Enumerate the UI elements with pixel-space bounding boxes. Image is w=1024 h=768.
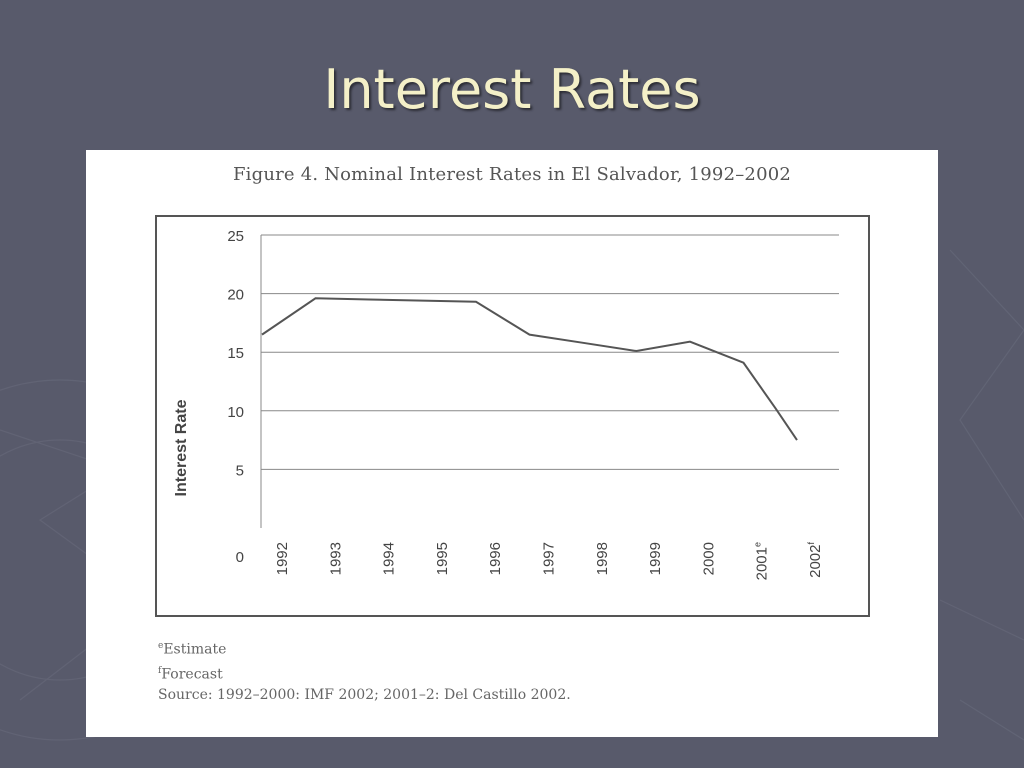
x-tick-label: 1997 xyxy=(541,542,558,575)
x-tick-label: 1994 xyxy=(381,542,398,575)
note-forecast: fForecast xyxy=(158,661,571,686)
x-tick-label: 2001e xyxy=(753,542,771,580)
note-forecast-mark: f xyxy=(158,665,162,676)
y-tick-label: 15 xyxy=(227,345,244,362)
x-tick-label: 1995 xyxy=(434,542,451,575)
slide-title: Interest Rates xyxy=(323,58,701,121)
y-tick-label: 10 xyxy=(227,404,244,421)
y-axis-label: Interest Rate xyxy=(173,399,190,496)
note-estimate-mark: e xyxy=(158,641,164,651)
y-tick-label: 25 xyxy=(227,228,244,245)
note-forecast-text: Forecast xyxy=(161,666,223,683)
x-tick-label: 1996 xyxy=(487,542,504,575)
x-tick-label: 1993 xyxy=(327,542,344,575)
x-tick-label: 2002f xyxy=(806,542,824,578)
note-source: Source: 1992–2000: IMF 2002; 2001–2: Del… xyxy=(158,687,571,704)
series-line xyxy=(261,297,798,441)
y-tick-label: 5 xyxy=(236,462,244,479)
note-estimate: eEstimate xyxy=(158,636,571,661)
x-tick-label: 1992 xyxy=(274,542,291,575)
figure-caption: Figure 4. Nominal Interest Rates in El S… xyxy=(232,164,792,185)
x-tick-label: 2000 xyxy=(700,542,717,575)
y-tick-label: 20 xyxy=(227,287,244,304)
y-tick-label: 0 xyxy=(236,549,244,566)
chart-frame xyxy=(155,215,870,617)
figure-notes: eEstimate fForecast Source: 1992–2000: I… xyxy=(158,636,571,706)
x-tick-label: 1998 xyxy=(594,542,611,575)
line-chart: 0 5 10 15 20 25 1992 1993 1994 1995 1996 1997 1998 1… xyxy=(155,215,870,617)
note-estimate-text: Estimate xyxy=(163,641,227,658)
x-tick-label: 1999 xyxy=(647,542,664,575)
figure-panel: Figure 4. Nominal Interest Rates in El S… xyxy=(86,150,938,737)
